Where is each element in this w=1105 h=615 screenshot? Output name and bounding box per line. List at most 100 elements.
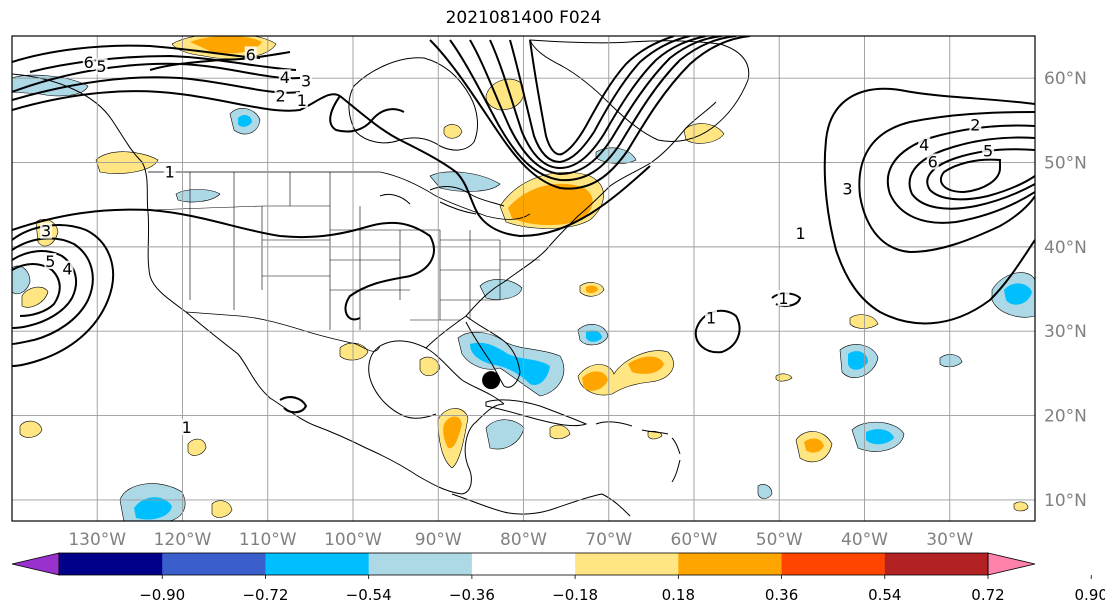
latitude-tick-label: 10°N — [1044, 491, 1087, 511]
contour-line — [429, 36, 751, 190]
contour-line — [886, 124, 1035, 224]
east-coast — [425, 101, 717, 349]
contour-line — [449, 36, 737, 182]
contour-label-bg — [44, 253, 57, 270]
negative-anomaly-region — [175, 189, 221, 203]
contour-label: 2 — [275, 87, 285, 106]
greenland-coast — [529, 39, 750, 142]
contour-line — [509, 36, 691, 164]
anomaly-fill-layer — [12, 36, 1035, 521]
colorbar-tick-label: −0.72 — [242, 586, 288, 604]
contour-label: 2 — [970, 115, 980, 134]
contour-label-bg — [300, 72, 313, 89]
longitude-tick-label: 80°W — [500, 530, 547, 550]
contour-label: 1 — [165, 163, 175, 182]
map-title: 2021081400 F024 — [445, 8, 602, 28]
contour-line — [12, 208, 435, 321]
positive-anomaly-region — [775, 373, 793, 382]
contour-label-bg — [926, 153, 939, 170]
storm-position-marker — [482, 371, 501, 390]
contour-line — [12, 90, 341, 112]
contour-label-bg — [705, 309, 718, 326]
positive-anomaly-region — [804, 438, 824, 453]
negative-anomaly-region — [939, 354, 963, 368]
contour-line — [12, 263, 61, 317]
colorbar-segment — [884, 553, 989, 575]
contour-label: 4 — [280, 68, 290, 87]
negative-anomaly-region — [1004, 283, 1032, 305]
us-canada-border — [148, 171, 531, 220]
colorbar-segment — [368, 553, 473, 575]
contour-label: 6 — [246, 45, 256, 64]
positive-anomaly-region — [443, 416, 462, 449]
longitude-tick-label: 50°W — [756, 530, 803, 550]
contour-label: 1 — [795, 224, 805, 243]
contour-label: 5 — [983, 142, 993, 161]
longitude-tick-label: 100°W — [324, 530, 382, 550]
contour-label-bg — [969, 116, 982, 133]
colorbar-segment — [59, 553, 163, 575]
contour-label-bg — [982, 142, 995, 159]
contour-label-bg — [180, 419, 193, 436]
contour-label-bg — [40, 222, 53, 239]
contour-line — [279, 396, 308, 414]
negative-anomaly-region — [134, 497, 172, 520]
colorbar-extend-low — [11, 552, 60, 576]
positive-anomaly-region — [549, 424, 571, 440]
contour-label: 1 — [182, 418, 192, 437]
colorbar-segment — [265, 553, 370, 575]
contour-layer — [12, 36, 1035, 414]
longitude-tick-label: 120°W — [154, 530, 212, 550]
contour-label: 1 — [297, 91, 307, 110]
contour-label-bg — [794, 225, 807, 242]
colorbar-segment — [575, 553, 679, 575]
colorbar-tick-label: 0.36 — [765, 586, 798, 604]
contour-label-bg — [841, 180, 854, 197]
latitude-tick-label: 30°N — [1044, 322, 1087, 342]
negative-anomaly-region — [479, 279, 523, 300]
contour-label-bg — [274, 87, 287, 104]
contour-line — [12, 250, 78, 329]
contour-line — [489, 36, 707, 170]
positive-anomaly-region — [211, 500, 233, 518]
contour-line — [339, 95, 651, 238]
negative-anomaly-region — [485, 419, 525, 450]
negative-anomaly-region — [238, 115, 252, 127]
contour-line — [939, 158, 1001, 194]
latitude-tick-label: 20°N — [1044, 407, 1087, 427]
longitude-tick-label: 70°W — [585, 530, 632, 550]
contour-line — [149, 51, 291, 71]
contour-line — [469, 36, 723, 176]
contour-label: 3 — [301, 72, 311, 91]
longitude-tick-label: 40°W — [841, 530, 888, 550]
contour-line — [29, 54, 297, 73]
negative-anomaly-region — [848, 351, 868, 370]
colorbar-segment — [162, 553, 266, 575]
contour-line — [908, 136, 1035, 210]
latitude-tick-label: 50°N — [1044, 154, 1087, 174]
hudson-bay-coast — [348, 57, 478, 151]
contour-label-bg — [163, 163, 176, 180]
colorbar-tick-label: 0.18 — [662, 586, 695, 604]
contour-label: 6 — [84, 53, 94, 72]
latitude-tick-label: 60°N — [1044, 69, 1087, 89]
contour-label-bg — [95, 58, 108, 75]
contour-label-bg — [61, 260, 74, 277]
negative-anomaly-region — [866, 429, 894, 445]
colorbar-tick-label: 0.90 — [1075, 586, 1105, 604]
contour-label-bg — [278, 69, 291, 86]
positive-anomaly-region — [647, 430, 663, 440]
contour-line — [12, 76, 301, 101]
contour-line — [329, 95, 405, 133]
colorbar-tick-label: 0.54 — [868, 586, 901, 604]
colorbar-segment — [678, 553, 783, 575]
contour-label: 3 — [842, 180, 852, 199]
positive-anomaly-region — [339, 342, 369, 361]
contour-line — [12, 224, 115, 367]
caribbean-islands — [595, 421, 681, 483]
negative-anomaly-region — [470, 342, 550, 386]
longitude-tick-label: 110°W — [239, 530, 297, 550]
florida-coast — [465, 315, 521, 388]
colorbar — [11, 552, 1036, 576]
